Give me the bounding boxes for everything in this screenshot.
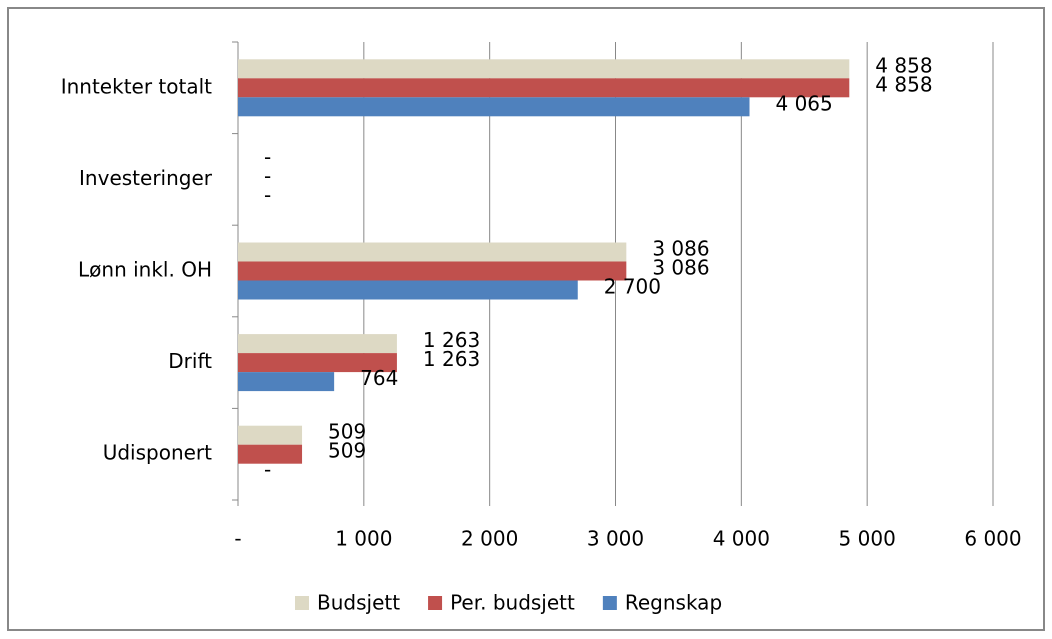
bar	[238, 372, 335, 392]
x-tick-label: -	[234, 527, 241, 551]
x-tick-label: 2 000	[461, 527, 518, 551]
value-label: 509	[328, 420, 366, 444]
bar	[238, 425, 303, 445]
value-label: -	[264, 145, 271, 169]
value-label: 509	[328, 439, 366, 463]
bar	[238, 97, 750, 117]
legend-swatch	[428, 596, 443, 610]
y-tick-label: Drift	[168, 349, 212, 373]
x-tick-label: 1 000	[335, 527, 392, 551]
bar	[238, 242, 627, 262]
x-tick-label: 4 000	[713, 527, 770, 551]
y-tick-label: Investeringer	[79, 166, 213, 190]
x-tick-label: 3 000	[587, 527, 644, 551]
legend-label: Regnskap	[625, 591, 722, 615]
value-label: -	[264, 183, 271, 207]
legend-swatch	[602, 596, 617, 610]
bar	[238, 78, 850, 98]
value-label: 1 263	[423, 347, 480, 371]
value-label: -	[264, 164, 271, 188]
bar	[238, 334, 397, 354]
value-label: -	[264, 458, 271, 482]
bar	[238, 353, 397, 373]
legend-swatch	[295, 596, 309, 610]
y-tick-label: Inntekter totalt	[61, 74, 212, 98]
y-tick-label: Udisponert	[103, 441, 212, 465]
value-label: 3 086	[652, 256, 709, 280]
y-tick-label: Lønn inkl. OH	[78, 258, 212, 282]
value-label: 4 858	[875, 72, 932, 96]
bar	[238, 59, 850, 79]
value-label: 3 086	[652, 237, 709, 261]
bar	[238, 261, 627, 281]
value-label: 764	[360, 366, 398, 390]
legend-label: Per. budsjett	[450, 591, 575, 615]
value-label: 4 065	[776, 91, 833, 115]
legend-label: Budsjett	[317, 591, 400, 615]
x-tick-label: 5 000	[839, 527, 896, 551]
bar	[238, 444, 303, 464]
x-tick-label: 6 000	[964, 527, 1021, 551]
bar	[238, 280, 578, 300]
value-label: 1 263	[423, 328, 480, 352]
value-label: 4 858	[875, 53, 932, 77]
value-label: 2 700	[604, 275, 661, 299]
